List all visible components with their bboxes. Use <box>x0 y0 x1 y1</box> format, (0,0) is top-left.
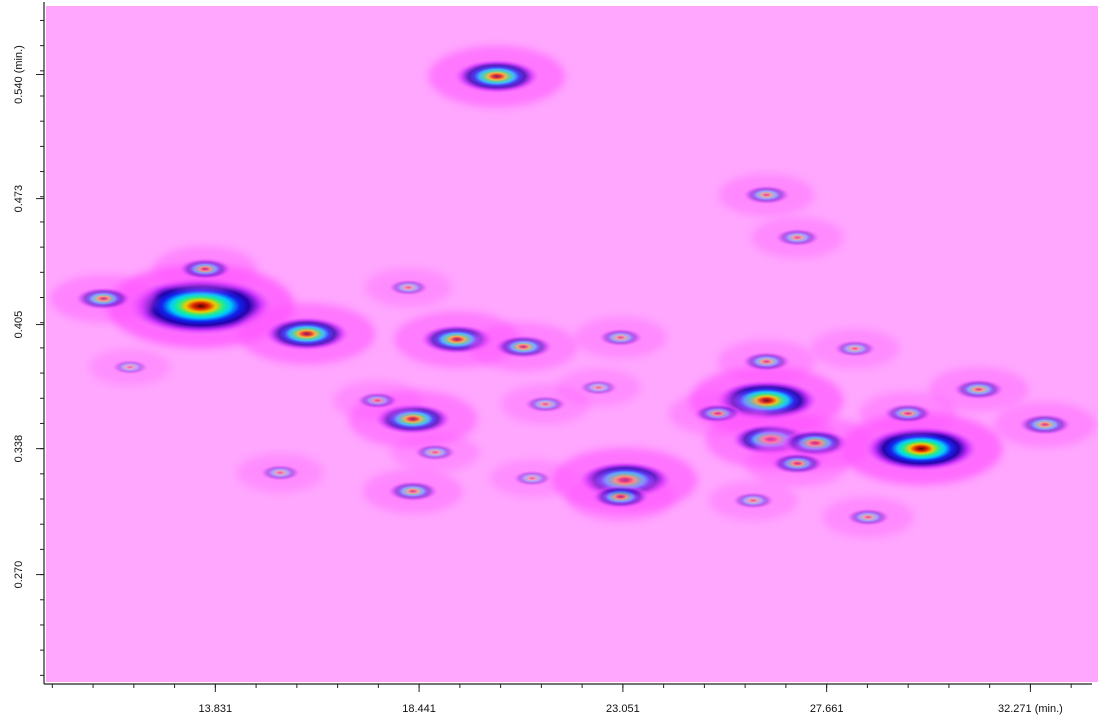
peak-core <box>590 484 651 509</box>
peaks-layer <box>50 45 1096 538</box>
peak-core <box>862 425 980 473</box>
peak-core <box>952 379 1005 400</box>
chart-peak-2 <box>50 274 157 323</box>
chart-peak-25 <box>751 216 844 259</box>
peak-core <box>259 464 301 481</box>
peak-core <box>512 470 552 487</box>
peak-core <box>578 379 619 396</box>
y-tick-label: 0.270 <box>13 561 25 589</box>
chart-peak-17 <box>490 459 575 498</box>
chart-peak-28 <box>928 367 1029 412</box>
chart-peak-6 <box>469 322 578 372</box>
peak-core <box>770 452 825 475</box>
peak-core <box>493 334 554 359</box>
peak-core <box>741 351 792 372</box>
x-tick-label: 13.831 <box>199 703 233 715</box>
y-tick-label: 0.473 <box>13 185 25 213</box>
peak-core <box>74 287 133 311</box>
chart-peak-9 <box>390 432 480 473</box>
peak-core <box>882 403 933 424</box>
x-tick-label: 27.661 <box>810 703 844 715</box>
chart-peak-30 <box>810 328 900 369</box>
peak-core <box>263 316 351 352</box>
peak-core <box>125 276 276 337</box>
x-tick-label: 32.271 (min.) <box>998 703 1063 715</box>
chart-peak-10 <box>362 468 463 514</box>
peak-core <box>453 58 541 94</box>
peak-core <box>833 340 877 358</box>
chart-peak-19 <box>717 339 816 384</box>
x-tick-label: 18.441 <box>402 703 436 715</box>
peak-core <box>597 328 644 347</box>
chart-peak-4 <box>428 45 566 108</box>
y-tick-label: 0.540 (min.) <box>13 45 25 104</box>
peak-core <box>742 185 791 205</box>
chart-peak-8 <box>333 380 422 421</box>
axes-layer: 13.831 18.441 23.051 27.661 32.271 (min.) 0.2… <box>13 2 1092 715</box>
peak-core <box>413 443 457 461</box>
peak-core <box>111 359 149 375</box>
peak-core <box>356 391 399 410</box>
peak-core <box>774 228 821 247</box>
chart-peak-24 <box>718 173 815 217</box>
chart-peak-29 <box>993 401 1096 448</box>
chart-peak-34 <box>89 349 171 386</box>
chart-peak-31 <box>708 480 798 521</box>
peak-core <box>387 279 429 296</box>
peak-core <box>1018 413 1072 436</box>
peak-core <box>845 508 891 527</box>
chart-peak-33 <box>237 453 324 493</box>
chart-peak-3 <box>153 245 257 293</box>
y-tick-label: 0.338 <box>13 435 25 463</box>
chart-peak-11 <box>365 268 452 307</box>
chart-peak-23 <box>745 440 849 487</box>
peak-core <box>731 491 775 510</box>
peak-core <box>386 480 439 502</box>
chart-peak-13 <box>556 368 641 407</box>
peak-core <box>524 395 567 413</box>
y-tick-label: 0.405 <box>13 311 25 339</box>
chart-peak-32 <box>822 496 914 538</box>
peak-core <box>177 258 233 280</box>
chart-peak-1 <box>238 303 376 365</box>
chart-peak-27 <box>859 391 957 436</box>
chart-peak-16 <box>566 472 675 522</box>
x-tick-label: 23.051 <box>606 703 640 715</box>
chart-peak-14 <box>574 316 667 359</box>
